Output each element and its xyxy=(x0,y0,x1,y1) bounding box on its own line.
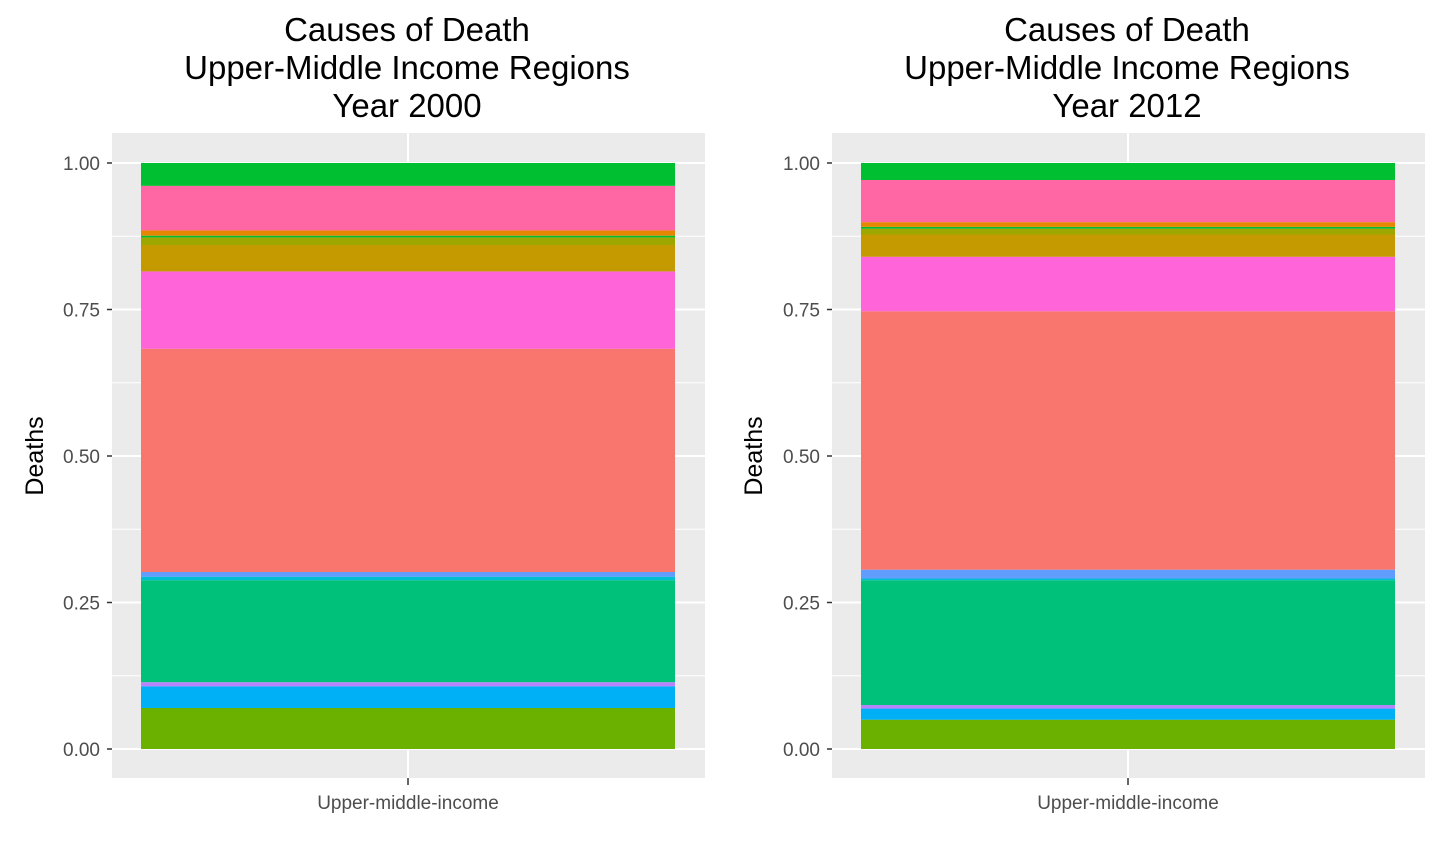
bar-segment-13 xyxy=(141,185,675,231)
bar-segment-4 xyxy=(141,580,675,683)
bar-segment-10 xyxy=(141,237,675,246)
y-tick-label: 0.75 xyxy=(783,301,820,322)
bar-segment-13 xyxy=(861,179,1395,223)
bar-segment-8 xyxy=(861,256,1395,312)
bar-segment-1 xyxy=(861,719,1395,749)
y-axis-title: Deaths xyxy=(740,416,768,495)
bar-segment-9 xyxy=(141,245,675,272)
bar-segment-9 xyxy=(861,234,1395,257)
chart-panel-year-2012: 0.00 0.25 0.50 0.75 1.00 Upper-middle-income D… xyxy=(740,11,1425,814)
chart-panel-year-2000: 0.00 0.25 0.50 0.75 1.00 Upper-middle-income D… xyxy=(21,11,705,814)
y-tick-label: 0.25 xyxy=(63,594,100,615)
bar-segment-10 xyxy=(861,228,1395,235)
bar-segment-12 xyxy=(861,222,1395,227)
bar-segment-2 xyxy=(861,708,1395,720)
bar-segment-3 xyxy=(861,705,1395,709)
bar-segment-3 xyxy=(141,682,675,687)
bar-segment-7 xyxy=(141,348,675,573)
x-tick-label: Upper-middle-income xyxy=(317,793,499,814)
chart-title-line-2: Upper-Middle Income Regions xyxy=(184,49,630,86)
bar-segment-8 xyxy=(141,271,675,349)
bar-segment-4 xyxy=(861,580,1395,706)
bar-segment-1 xyxy=(141,707,675,749)
bar-segment-2 xyxy=(141,686,675,708)
chart-title-line-1: Causes of Death xyxy=(1004,11,1250,48)
y-tick-label: 0.50 xyxy=(63,447,100,468)
bar-segment-14 xyxy=(861,163,1395,180)
bar-segment-6 xyxy=(141,572,675,577)
y-tick-label: 0.50 xyxy=(783,447,820,468)
chart-title-line-2: Upper-Middle Income Regions xyxy=(904,49,1350,86)
x-tick-label: Upper-middle-income xyxy=(1037,793,1219,814)
y-tick-label: 1.00 xyxy=(783,154,820,175)
bar-segment-6 xyxy=(861,569,1395,579)
bar-segment-7 xyxy=(861,311,1395,570)
y-tick-label: 1.00 xyxy=(63,154,100,175)
y-tick-label: 0.00 xyxy=(63,740,100,761)
chart-title-line-3: Year 2012 xyxy=(1052,87,1201,124)
y-axis-title: Deaths xyxy=(21,416,49,495)
chart-title-line-1: Causes of Death xyxy=(284,11,530,48)
y-tick-label: 0.25 xyxy=(783,594,820,615)
bar-segment-5 xyxy=(861,578,1395,581)
y-tick-label: 0.75 xyxy=(63,301,100,322)
y-tick-label: 0.00 xyxy=(783,740,820,761)
bar-segment-12 xyxy=(141,230,675,236)
bar-segment-14 xyxy=(141,163,675,186)
bar-segment-11 xyxy=(861,226,1395,229)
bar-segment-5 xyxy=(141,576,675,581)
chart-title-line-3: Year 2000 xyxy=(332,87,481,124)
bar-segment-11 xyxy=(141,235,675,238)
